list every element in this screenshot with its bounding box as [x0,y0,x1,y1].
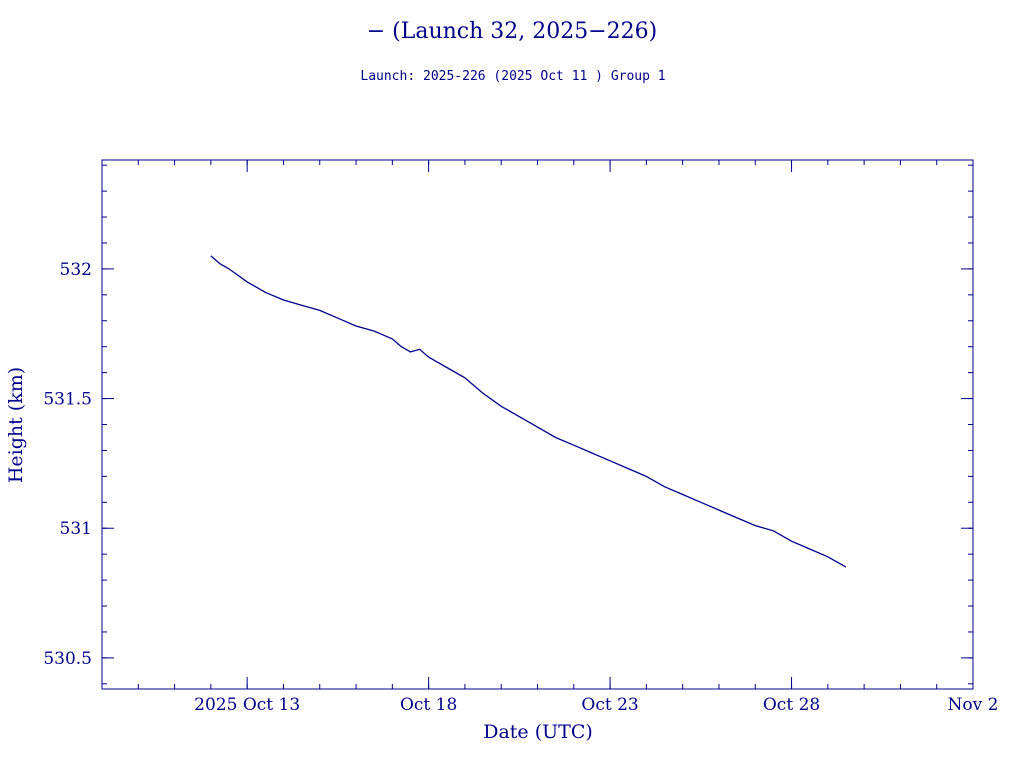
y-tick-label: 530.5 [43,649,92,669]
x-tick-label: Oct 18 [400,695,457,715]
plot-frame [101,159,974,690]
height-series-line [210,255,847,568]
x-tick-label: 2025 Oct 13 [194,695,300,715]
x-tick-label: Oct 23 [581,695,638,715]
y-tick-labels: 530.5 531 531.5 532 [43,260,92,669]
x-axis-label: Date (UTC) [483,721,593,743]
y-tick-label: 532 [60,260,92,280]
axis-ticks [102,160,974,689]
x-tick-label: Oct 28 [763,695,820,715]
y-tick-label: 531.5 [43,390,92,410]
x-tick-label: Nov 2 [948,695,999,715]
chart-title: − (Launch 32, 2025−226) [367,19,658,44]
chart-subtitle: Launch: 2025-226 (2025 Oct 11 ) Group 1 [360,69,665,84]
y-tick-label: 531 [60,519,92,539]
x-tick-labels: 2025 Oct 13 Oct 18 Oct 23 Oct 28 Nov 2 [194,695,998,715]
y-axis-label: Height (km) [5,367,27,483]
